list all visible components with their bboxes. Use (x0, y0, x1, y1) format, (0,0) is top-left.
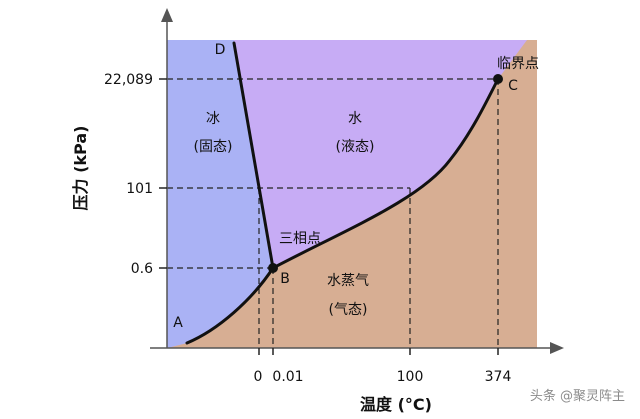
water-region-sublabel: (液态) (336, 139, 375, 155)
x-axis-arrow (550, 342, 564, 354)
ice-region-label: 冰 (206, 111, 220, 127)
point-label-d: D (215, 42, 226, 58)
fusion-curve (232, 41, 275, 270)
y-tick-label: 0.6 (131, 261, 153, 277)
watermark-text: 头条 @聚灵阵主 (530, 388, 625, 404)
x-tick-label: 100 (397, 369, 424, 385)
y-tick-label: 22,089 (104, 72, 153, 88)
vapor-region-label: 水蒸气 (327, 273, 369, 289)
y-tick-label: 101 (126, 181, 153, 197)
water-region-label: 水 (348, 111, 362, 127)
critical-point-marker (493, 74, 503, 84)
vapor-region-sublabel: (气态) (329, 302, 368, 318)
point-label-c: C (508, 78, 518, 94)
point-label-b: B (280, 271, 290, 287)
x-axis-label: 温度 (°C) (359, 395, 432, 414)
x-tick-label: 0.01 (272, 369, 303, 385)
triple-point-marker (268, 263, 278, 273)
triple-point-annotation: 三相点 (279, 231, 321, 247)
x-tick-label: 374 (485, 369, 512, 385)
vaporization-curve (271, 77, 500, 270)
point-label-a: A (173, 315, 183, 331)
ice-region-sublabel: (固态) (194, 139, 233, 155)
sublimation-curve (185, 266, 275, 345)
x-tick-label: 0 (254, 369, 263, 385)
critical-point-annotation: 临界点 (497, 56, 539, 72)
y-axis-label: 压力 (kPa) (71, 126, 90, 211)
y-axis-arrow (161, 8, 173, 22)
